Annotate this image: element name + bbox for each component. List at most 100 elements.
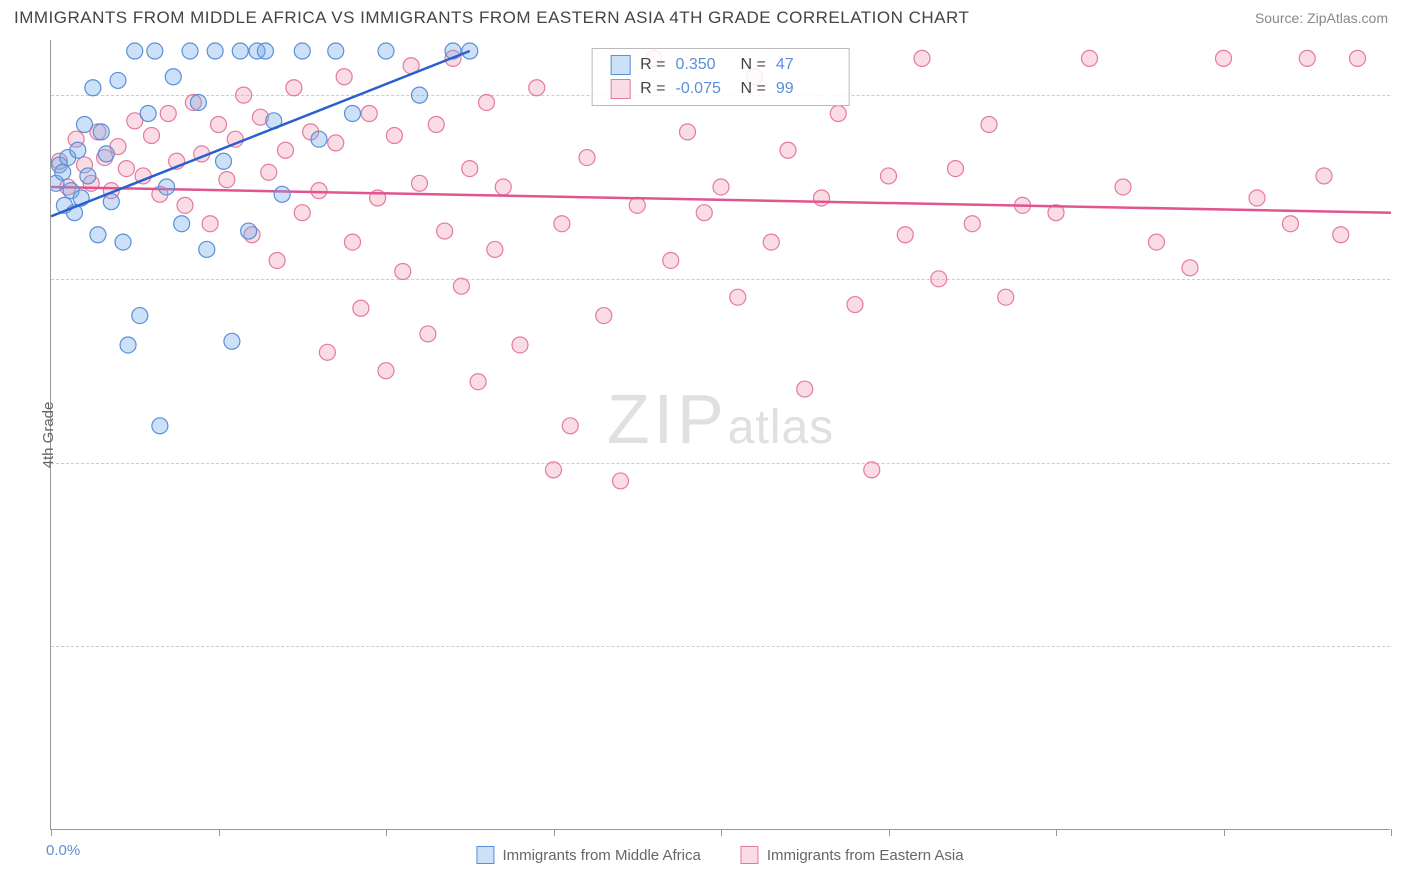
data-point (453, 278, 469, 294)
data-point (80, 168, 96, 184)
data-point (420, 326, 436, 342)
stats-row-series-0: R = 0.350 N = 47 (610, 53, 831, 77)
data-point (1350, 50, 1366, 66)
data-point (261, 164, 277, 180)
x-tick (721, 829, 722, 836)
data-point (211, 117, 227, 133)
x-tick (1391, 829, 1392, 836)
data-point (174, 216, 190, 232)
data-point (70, 142, 86, 158)
x-tick (51, 829, 52, 836)
data-point (98, 146, 114, 162)
data-point (680, 124, 696, 140)
data-point (546, 462, 562, 478)
x-tick (554, 829, 555, 836)
data-point (132, 308, 148, 324)
data-point (319, 344, 335, 360)
data-point (512, 337, 528, 353)
data-point (412, 87, 428, 103)
data-point (663, 252, 679, 268)
data-point (1216, 50, 1232, 66)
y-tick-label: 90.0% (1400, 454, 1406, 471)
data-point (1182, 260, 1198, 276)
data-point (1115, 179, 1131, 195)
data-point (814, 190, 830, 206)
stats-row-series-1: R = -0.075 N = 99 (610, 77, 831, 101)
data-point (328, 43, 344, 59)
data-point (257, 43, 273, 59)
legend-label: Immigrants from Eastern Asia (767, 847, 964, 864)
data-point (830, 105, 846, 121)
x-tick (219, 829, 220, 836)
y-tick-label: 85.0% (1400, 638, 1406, 655)
data-point (286, 80, 302, 96)
data-point (437, 223, 453, 239)
data-point (412, 175, 428, 191)
data-point (294, 205, 310, 221)
data-point (596, 308, 612, 324)
legend-item-0: Immigrants from Middle Africa (476, 846, 700, 864)
data-point (847, 297, 863, 313)
legend: Immigrants from Middle Africa Immigrants… (476, 846, 963, 864)
y-tick-label: 100.0% (1400, 87, 1406, 104)
data-point (613, 473, 629, 489)
data-point (529, 80, 545, 96)
data-point (224, 333, 240, 349)
data-point (85, 80, 101, 96)
scatter-plot-svg (51, 40, 1391, 830)
data-point (1082, 50, 1098, 66)
data-point (345, 234, 361, 250)
data-point (278, 142, 294, 158)
legend-label: Immigrants from Middle Africa (502, 847, 700, 864)
data-point (274, 186, 290, 202)
data-point (77, 117, 93, 133)
data-point (127, 43, 143, 59)
data-point (562, 418, 578, 434)
data-point (864, 462, 880, 478)
data-point (797, 381, 813, 397)
data-point (55, 164, 71, 180)
data-point (328, 135, 344, 151)
data-point (165, 69, 181, 85)
data-point (428, 117, 444, 133)
data-point (115, 234, 131, 250)
data-point (110, 72, 126, 88)
data-point (311, 131, 327, 147)
data-point (780, 142, 796, 158)
data-point (462, 161, 478, 177)
data-point (554, 216, 570, 232)
data-point (199, 241, 215, 257)
chart-title: IMMIGRANTS FROM MIDDLE AFRICA VS IMMIGRA… (14, 8, 969, 28)
data-point (730, 289, 746, 305)
data-point (713, 179, 729, 195)
data-point (236, 87, 252, 103)
data-point (378, 43, 394, 59)
data-point (897, 227, 913, 243)
data-point (696, 205, 712, 221)
data-point (177, 197, 193, 213)
data-point (470, 374, 486, 390)
data-point (1249, 190, 1265, 206)
data-point (241, 223, 257, 239)
data-point (90, 227, 106, 243)
data-point (998, 289, 1014, 305)
data-point (159, 179, 175, 195)
data-point (140, 105, 156, 121)
data-point (881, 168, 897, 184)
legend-item-1: Immigrants from Eastern Asia (741, 846, 964, 864)
data-point (763, 234, 779, 250)
data-point (202, 216, 218, 232)
data-point (361, 105, 377, 121)
data-point (964, 216, 980, 232)
data-point (1149, 234, 1165, 250)
data-point (147, 43, 163, 59)
data-point (931, 271, 947, 287)
data-point (118, 161, 134, 177)
data-point (144, 128, 160, 144)
data-point (914, 50, 930, 66)
chart-container: 4th Grade 85.0%90.0%95.0%100.0% ZIPatlas… (50, 40, 1390, 830)
data-point (479, 94, 495, 110)
data-point (948, 161, 964, 177)
data-point (152, 418, 168, 434)
data-point (182, 43, 198, 59)
